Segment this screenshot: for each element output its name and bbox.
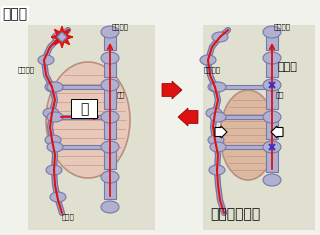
Ellipse shape — [210, 112, 226, 122]
Ellipse shape — [101, 111, 119, 123]
Text: 静脈弁: 静脈弁 — [2, 7, 27, 21]
Bar — [55, 85, 104, 89]
Bar — [266, 32, 278, 50]
Ellipse shape — [263, 79, 281, 91]
Ellipse shape — [209, 165, 225, 175]
Bar — [104, 177, 116, 199]
Ellipse shape — [101, 26, 119, 38]
Ellipse shape — [101, 79, 119, 91]
Ellipse shape — [208, 82, 224, 92]
Text: 筋膜: 筋膜 — [276, 92, 284, 98]
Bar — [55, 145, 104, 149]
Ellipse shape — [52, 32, 68, 42]
Ellipse shape — [43, 108, 59, 118]
Ellipse shape — [47, 112, 63, 122]
Ellipse shape — [50, 192, 66, 202]
Bar — [266, 85, 278, 109]
Bar — [104, 117, 116, 139]
Text: 筋: 筋 — [80, 102, 88, 116]
Ellipse shape — [263, 141, 281, 153]
Ellipse shape — [220, 90, 276, 180]
Bar — [104, 85, 116, 109]
Ellipse shape — [46, 62, 130, 178]
FancyArrow shape — [178, 108, 198, 126]
FancyArrow shape — [215, 126, 227, 138]
Polygon shape — [57, 32, 67, 42]
Bar — [218, 85, 266, 89]
Text: 交通枝: 交通枝 — [62, 213, 74, 220]
Bar — [266, 117, 278, 139]
Text: 歩くと・・・: 歩くと・・・ — [210, 207, 260, 221]
Bar — [218, 145, 266, 149]
Ellipse shape — [101, 171, 119, 183]
Bar — [104, 147, 116, 169]
Text: 筋膜: 筋膜 — [117, 92, 125, 98]
Bar — [104, 32, 116, 50]
FancyBboxPatch shape — [71, 99, 97, 118]
Bar — [203, 25, 315, 230]
Ellipse shape — [47, 82, 63, 92]
Bar — [218, 115, 266, 119]
Bar — [28, 25, 155, 230]
Ellipse shape — [210, 82, 226, 92]
Ellipse shape — [200, 55, 216, 65]
Ellipse shape — [47, 142, 63, 152]
Ellipse shape — [263, 174, 281, 186]
Ellipse shape — [101, 52, 119, 64]
Ellipse shape — [212, 32, 228, 42]
Bar — [104, 58, 116, 77]
Text: 表在静脈: 表在静脈 — [18, 67, 35, 73]
Text: 筋収縮: 筋収縮 — [278, 62, 298, 72]
Bar — [266, 58, 278, 77]
Bar — [55, 115, 104, 119]
Ellipse shape — [45, 82, 61, 92]
Bar — [266, 147, 278, 172]
Ellipse shape — [210, 142, 226, 152]
Ellipse shape — [101, 141, 119, 153]
Ellipse shape — [101, 201, 119, 213]
Text: 表在静脈: 表在静脈 — [204, 67, 221, 73]
Text: 深部静脈: 深部静脈 — [112, 23, 129, 30]
Ellipse shape — [45, 135, 61, 145]
Ellipse shape — [263, 111, 281, 123]
Ellipse shape — [263, 26, 281, 38]
FancyArrow shape — [162, 81, 182, 99]
Bar — [0, 0, 28, 235]
Ellipse shape — [46, 165, 62, 175]
Ellipse shape — [263, 52, 281, 64]
Text: 深部静脈: 深部静脈 — [274, 23, 291, 30]
Ellipse shape — [208, 135, 224, 145]
Ellipse shape — [206, 108, 222, 118]
FancyArrow shape — [271, 126, 283, 138]
Ellipse shape — [38, 55, 54, 65]
